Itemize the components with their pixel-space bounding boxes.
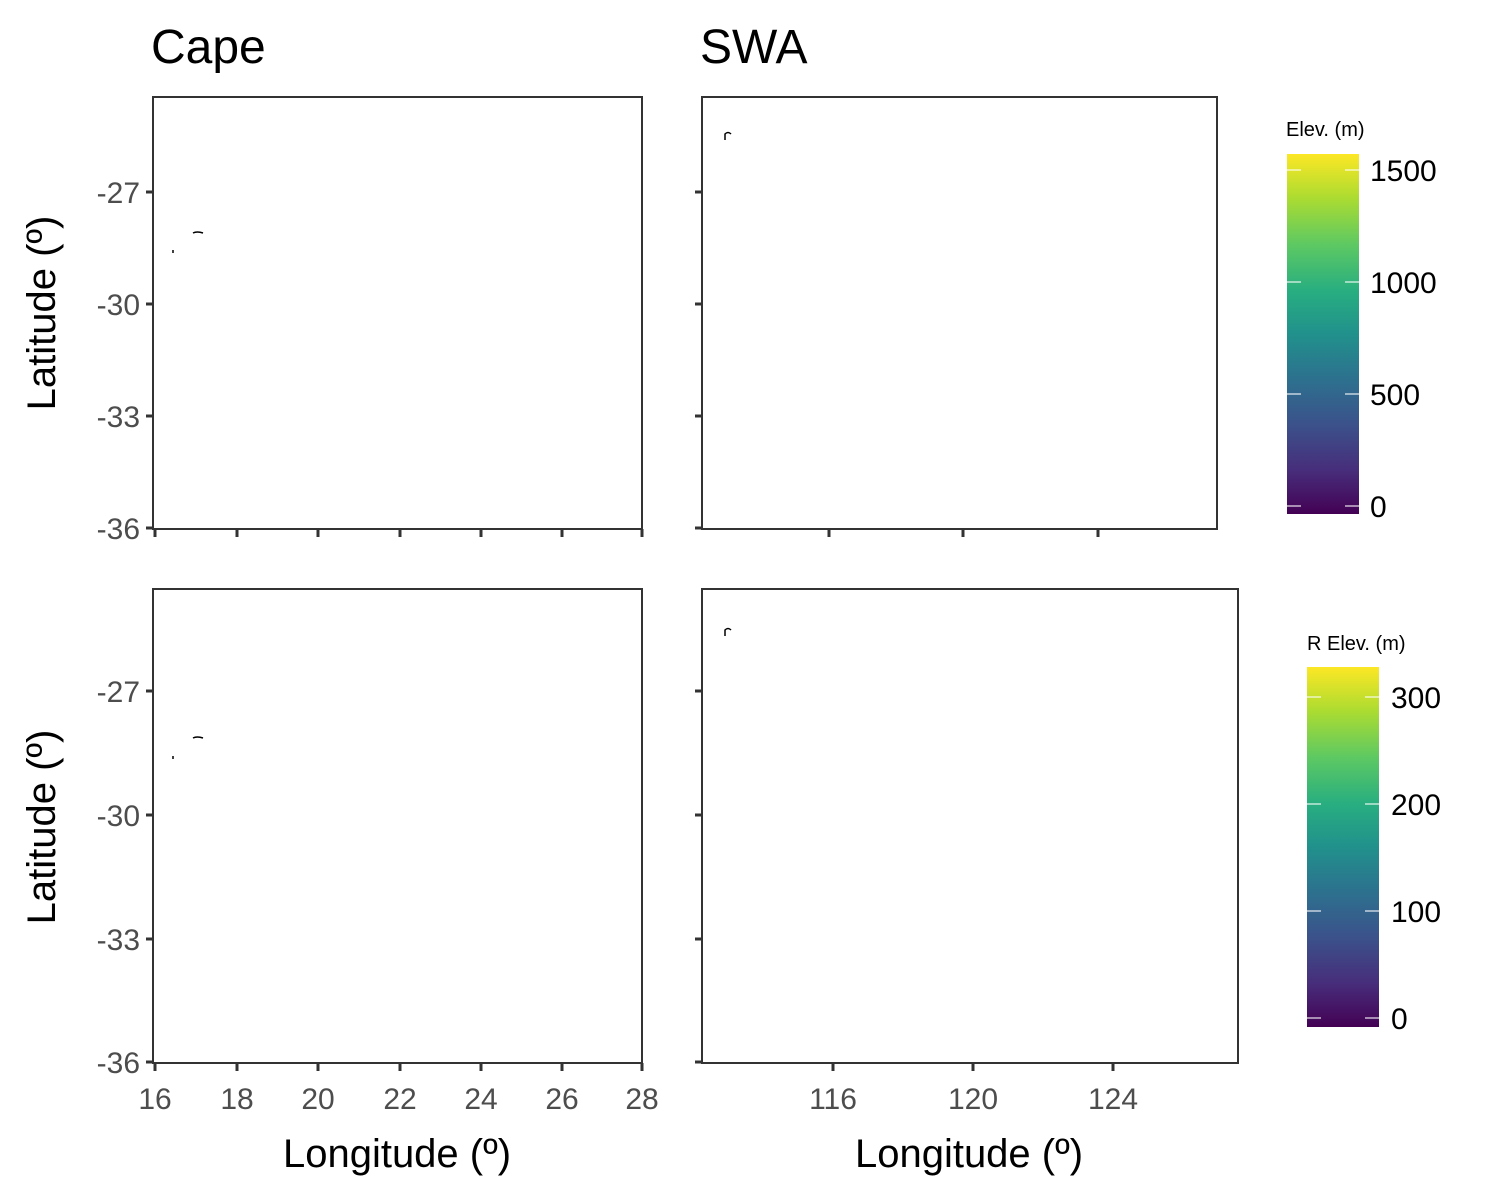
legend-relev-colorbar <box>1307 667 1379 1027</box>
legend-elev-label: 1500 <box>1370 155 1437 188</box>
swa-elev-fragment <box>724 131 732 140</box>
y-axis-title-bottom: Latitude (º) <box>20 730 64 925</box>
xtick-label: 28 <box>625 1083 658 1116</box>
legend-relev-label: 300 <box>1391 682 1441 715</box>
legend-relev-title: R Elev. (m) <box>1307 633 1406 655</box>
xtick-label: 16 <box>138 1083 171 1116</box>
xtick-label: 116 <box>809 1083 857 1116</box>
xtick-label: 26 <box>545 1083 578 1116</box>
xtick-label: 20 <box>301 1083 334 1116</box>
legend-relev-label: 100 <box>1391 896 1441 929</box>
cape-elev-fragment-1 <box>192 231 204 234</box>
cape-title: Cape <box>151 21 266 74</box>
legend-elev-label: 500 <box>1370 379 1420 412</box>
legend-elev-label: 1000 <box>1370 267 1437 300</box>
legend-relev-label: 0 <box>1391 1003 1408 1036</box>
legend-elev-label: 0 <box>1370 491 1387 524</box>
panel-swa-elev <box>701 96 1218 530</box>
ytick-label: -33 <box>97 924 140 957</box>
xtick-label: 120 <box>948 1083 998 1116</box>
ytick-label: -27 <box>97 676 140 709</box>
x-axis-title-swa: Longitude (º) <box>855 1132 1083 1176</box>
panel-cape-elev <box>152 96 643 530</box>
ytick-label: -30 <box>97 289 140 322</box>
swa-relev-fragment <box>724 627 732 636</box>
cape-relev-fragment-1 <box>192 736 204 739</box>
ytick-label: -30 <box>97 800 140 833</box>
xtick-label: 22 <box>383 1083 416 1116</box>
legend-relev-label: 200 <box>1391 789 1441 822</box>
y-axis-title-top: Latitude (º) <box>20 216 64 411</box>
ytick-label: -36 <box>97 513 140 546</box>
legend-elev-colorbar <box>1287 154 1359 514</box>
xtick-label: 124 <box>1088 1083 1138 1116</box>
xtick-label: 18 <box>220 1083 253 1116</box>
x-axis-title-cape: Longitude (º) <box>283 1132 511 1176</box>
ytick-label: -33 <box>97 401 140 434</box>
panel-swa-relev <box>701 588 1239 1064</box>
panel-cape-relev <box>152 588 643 1064</box>
legend-elev-title: Elev. (m) <box>1286 119 1365 141</box>
swa-title: SWA <box>700 21 808 74</box>
ytick-label: -27 <box>97 177 140 210</box>
xtick-label: 24 <box>464 1083 497 1116</box>
ytick-label: -36 <box>97 1047 140 1080</box>
